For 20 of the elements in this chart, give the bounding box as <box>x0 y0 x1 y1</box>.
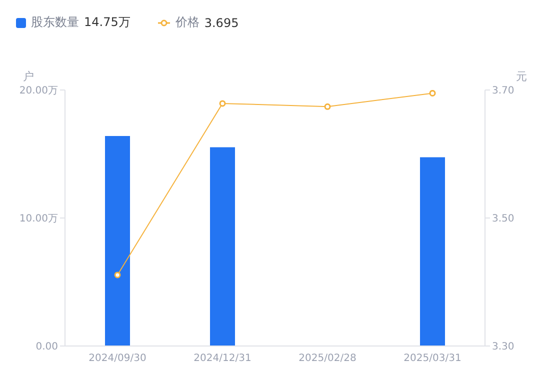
y2-tick-label: 3.30 <box>492 342 514 353</box>
x-tick-label: 2025/02/28 <box>298 353 356 364</box>
point <box>114 272 121 278</box>
legend-label: 价格 <box>175 14 200 31</box>
y-tick-label: 10.00万 <box>19 214 58 225</box>
y2-axis-title: 元 <box>516 70 527 83</box>
y2-tick-label: 3.70 <box>492 86 514 97</box>
point <box>429 90 436 96</box>
x-tick-label: 2024/12/31 <box>194 353 252 364</box>
point <box>324 103 331 110</box>
x-tick-label: 2024/09/30 <box>88 353 146 364</box>
text: 14.75万 <box>84 14 130 31</box>
point <box>219 100 226 107</box>
text: 3.695 <box>204 16 239 30</box>
legend-label: 股东数量 <box>31 14 79 31</box>
x-tick-label: 2025/03/31 <box>404 353 462 364</box>
y-tick-label: 0.00 <box>36 342 58 353</box>
y-axis-title: 户 <box>23 70 34 83</box>
y2-tick-label: 3.50 <box>492 214 514 225</box>
y-tick-label: 20.00万 <box>19 86 58 97</box>
